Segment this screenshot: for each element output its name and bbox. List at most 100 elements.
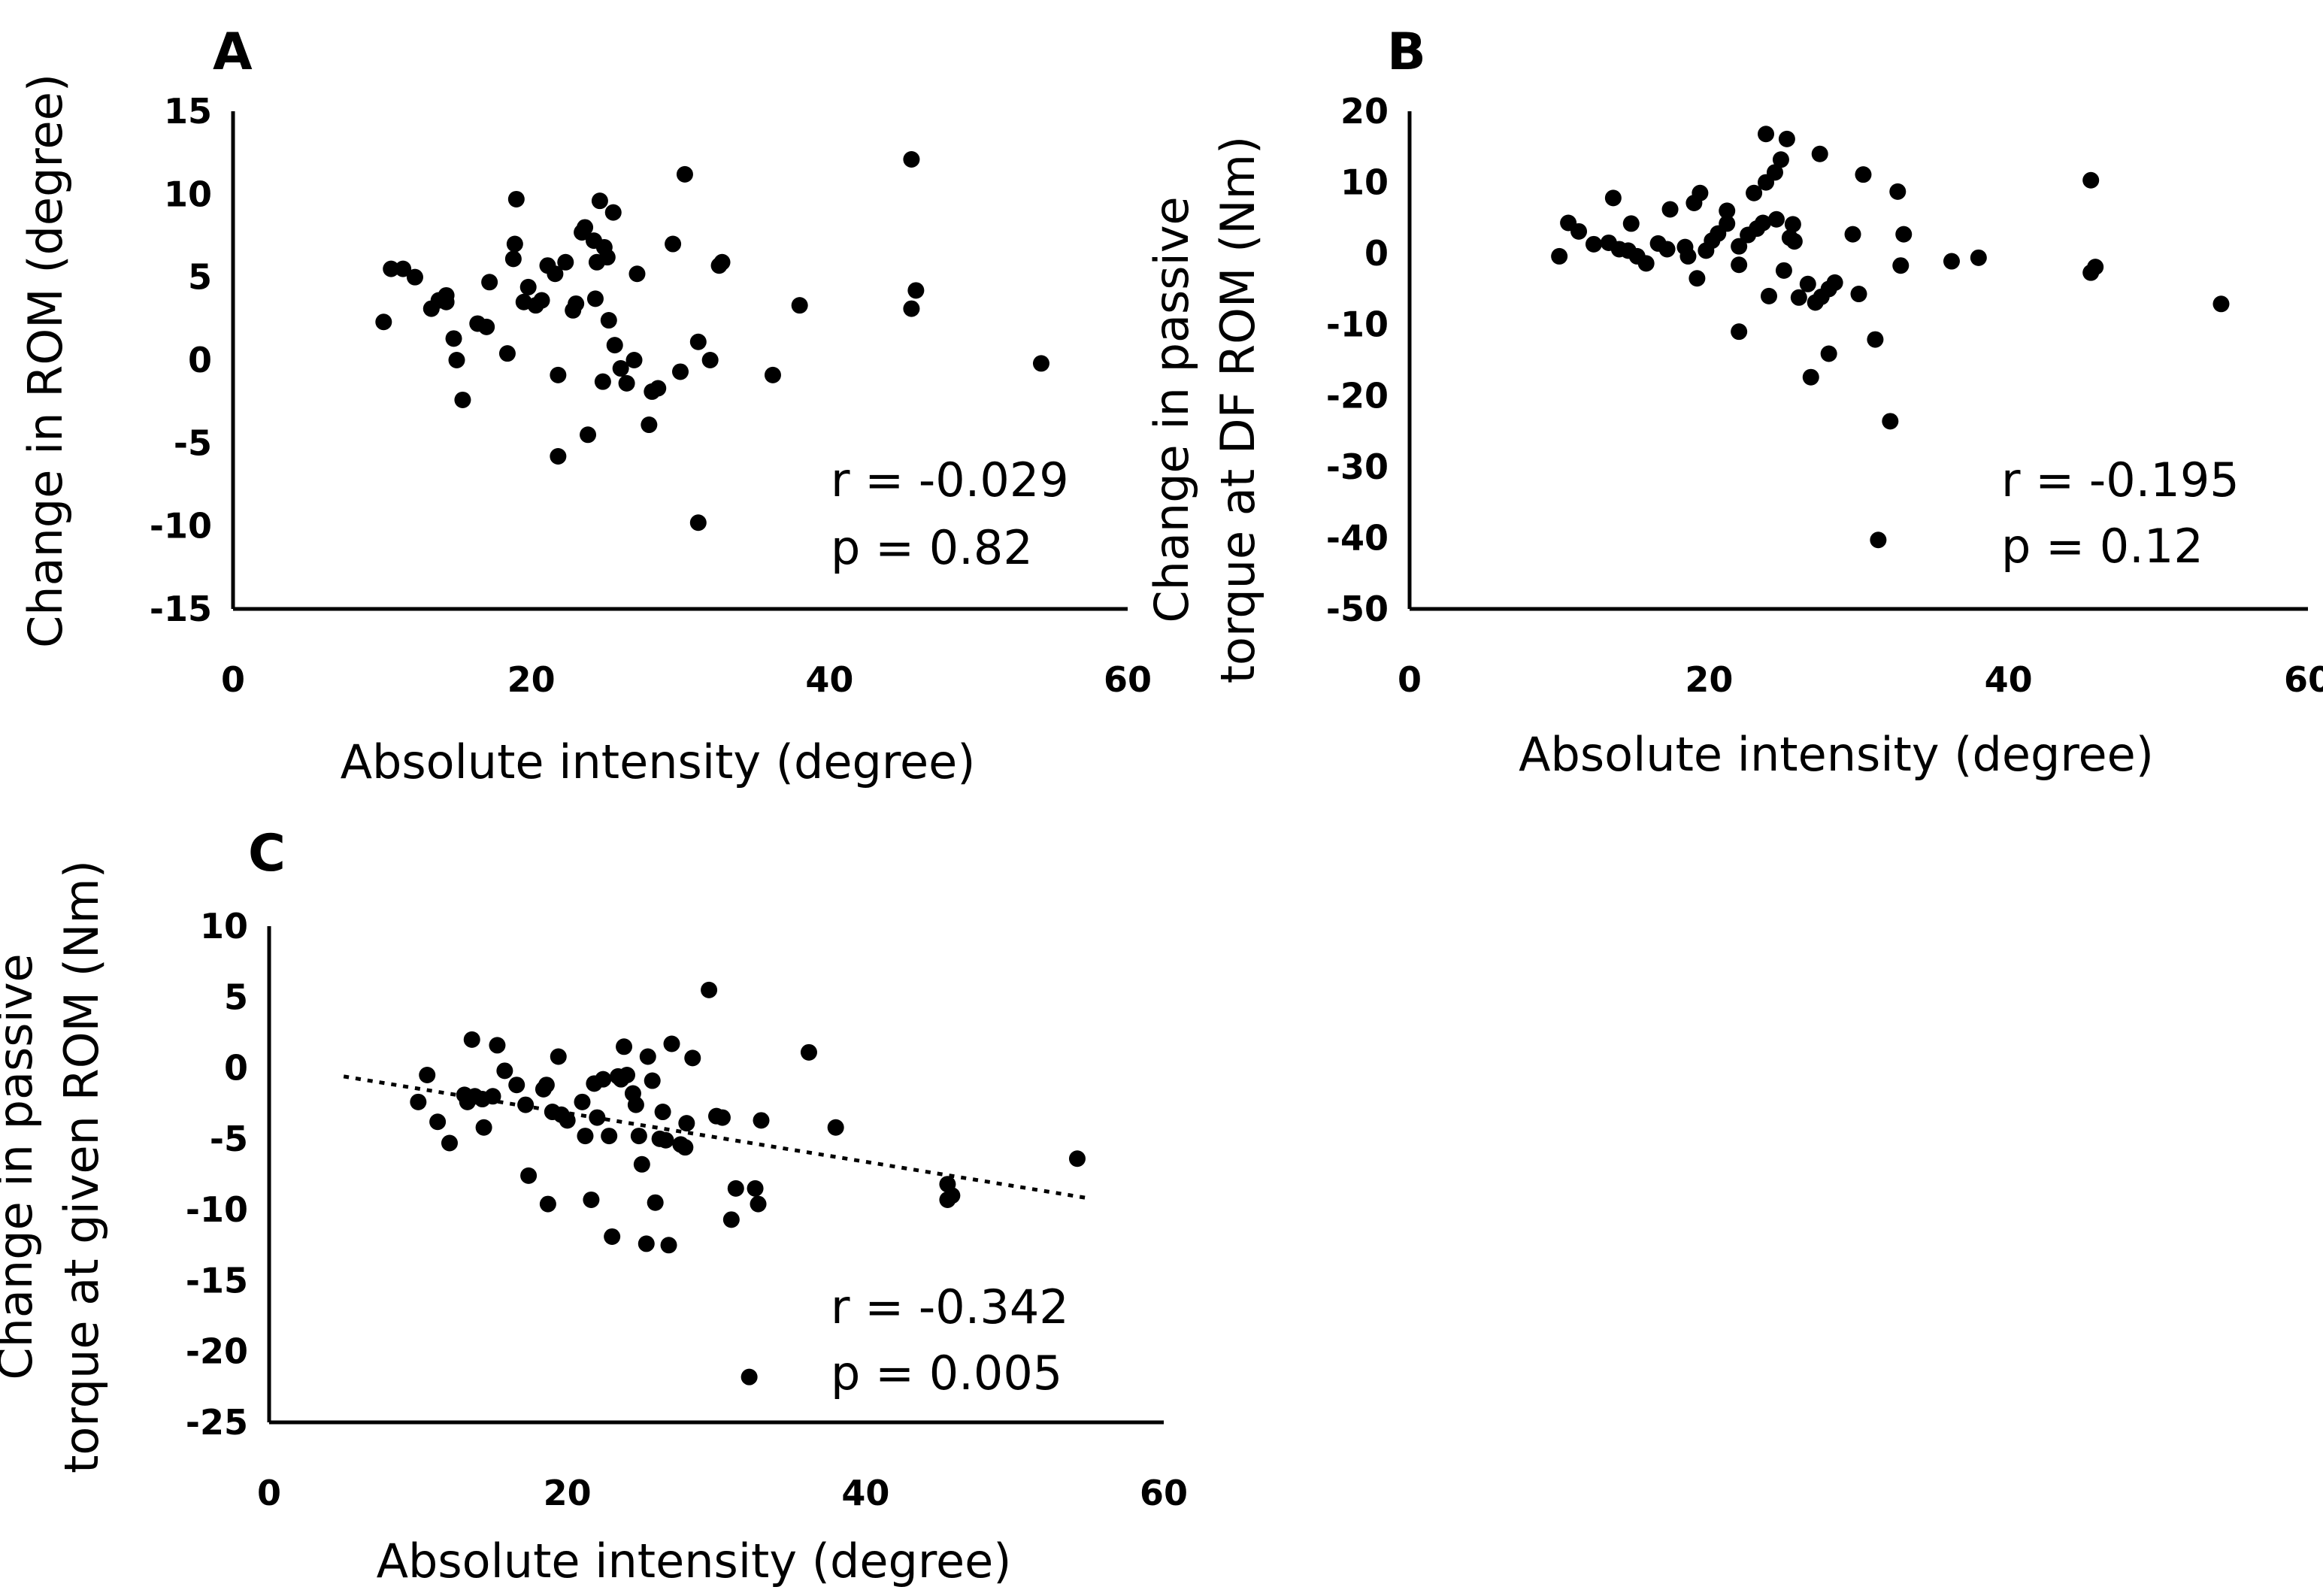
chart-c-data-point [677,1139,694,1156]
chart-a-panel: A -15 -10 -5 0 5 10 15 0 20 40 60 Absolute intensity… [18,23,1152,789]
chart-b-data-point [1895,226,1913,243]
chart-b-data-point [1855,166,1872,183]
chart-a-data-point [533,292,550,309]
chart-b-data-point [1772,151,1789,168]
chart-b-y-axis-title-line: torque at DF ROM (Nm) [1210,136,1265,684]
chart-c-stat-annotation: p = 0.005 [831,1346,1062,1401]
chart-c-data-point [475,1119,492,1136]
chart-a-stat-annotation: p = 0.82 [831,520,1033,575]
chart-a-data-point [519,278,537,295]
chart-b-data-point [1731,323,1748,341]
chart-b-data-point [1661,201,1679,218]
chart-b-data-point [1799,275,1816,292]
chart-c-data-point [463,1031,480,1048]
chart-a-data-point [791,297,808,314]
chart-b-y-tick-label: -30 [1326,447,1389,487]
chart-a-y-tick-label: -10 [150,506,212,547]
chart-a-data-point [507,190,525,207]
chart-b-x-tick-label: 0 [1398,659,1422,700]
chart-c-data-point [583,1191,600,1208]
chart-c-data-point [678,1115,695,1132]
chart-b-panel: B -50 -40 -30 -20 -10 0 10 20 0 20 40 60 Absolute int… [1144,23,2323,782]
chart-b-y-tick-label: 10 [1340,162,1389,203]
chart-a-data-point [612,360,629,377]
chart-c-data-point [827,1119,844,1136]
chart-a-data-point [676,165,693,183]
chart-b-data-point [1811,145,1828,162]
chart-c-y-tick-label: 10 [200,906,248,946]
chart-a-y-tick-label: 15 [164,91,212,132]
chart-a-data-point [625,352,643,368]
chart-c-y-tick-label: -10 [186,1189,248,1230]
chart-b-data-point [1785,233,1803,250]
chart-b-y-tick-label: -20 [1326,375,1389,416]
chart-a-y-tick-label: -5 [174,422,212,463]
chart-b-x-tick-label: 40 [1985,659,2033,700]
chart-a-panel-letter: A [213,23,253,82]
chart-a-data-point [594,373,611,390]
chart-c-data-point [750,1195,767,1213]
chart-c-data-point [589,1109,606,1126]
chart-a-data-point [689,514,707,531]
chart-a-data-point [600,312,617,329]
chart-b-data-point [1761,287,1777,304]
chart-a-data-point [1032,355,1049,372]
chart-a-data-point [606,337,623,354]
chart-a-data-point [764,366,781,383]
chart-a-data-point [383,260,400,277]
chart-c-data-point [654,1104,671,1121]
chart-c-x-tick-label: 0 [257,1473,281,1513]
chart-c-data-point [647,1194,664,1211]
chart-c-data-point [616,1038,633,1055]
chart-c-data-point [741,1368,758,1386]
chart-a-data-point [438,293,455,310]
chart-a-data-point [498,345,516,362]
chart-b-stat-annotation: r = -0.195 [2001,453,2240,507]
chart-b-data-point [1766,164,1783,181]
chart-c-data-point [722,1211,740,1228]
chart-b-data-point [1850,286,1867,303]
chart-b-data-point [1826,274,1843,291]
chart-a-data-point [907,282,925,299]
chart-b-data-point [1755,214,1772,232]
chart-c-data-point [701,981,718,998]
chart-c-data-point [539,1195,556,1213]
chart-a-stat-annotation: r = -0.029 [831,453,1069,507]
chart-a-y-tick-label: 10 [164,174,212,214]
chart-b-data-point [1844,226,1861,243]
chart-a-data-point [375,313,392,331]
chart-a-data-point [406,268,423,286]
chart-a-data-point [557,253,574,271]
chart-a-data-point [550,447,567,465]
chart-c-data-point [663,1035,680,1052]
chart-b-data-point [1719,202,1736,220]
chart-c-data-point [601,1128,618,1145]
chart-c-data-point [943,1187,961,1204]
chart-c-data-point [660,1237,677,1254]
chart-c-data-point [419,1067,436,1083]
chart-c-x-tick-label: 60 [1140,1473,1188,1513]
chart-b-data-point [1570,223,1588,240]
chart-c-data-point [727,1180,744,1197]
chart-b-x-tick-label: 60 [2284,659,2323,700]
chart-a-data-point [903,300,920,317]
chart-c-x-tick-label: 40 [841,1473,889,1513]
chart-c-data-point [550,1048,567,1065]
chart-a-x-tick-label: 20 [507,659,556,700]
chart-c-y-axis-title-line: torque at given ROM (Nm) [54,860,109,1473]
chart-c-data-point [1068,1150,1086,1167]
chart-c-data-point [559,1112,576,1129]
chart-b-x-tick-label: 20 [1685,659,1733,700]
chart-a-data-point [903,150,920,168]
chart-c-data-point [630,1128,647,1145]
chart-b-data-point [1637,255,1655,272]
chart-c-data-point [657,1131,674,1149]
chart-a-data-point [628,265,646,283]
chart-b-data-point [1731,238,1748,255]
chart-a-data-point [550,366,567,383]
chart-b-data-point [1970,249,1987,266]
chart-c-x-axis-title: Absolute intensity (degree) [377,1534,1012,1588]
chart-c-panel: C -25 -20 -15 -10 -5 0 5 10 0 20 40 60 Absolute inten… [0,824,1188,1588]
chart-a-data-point [478,318,495,335]
